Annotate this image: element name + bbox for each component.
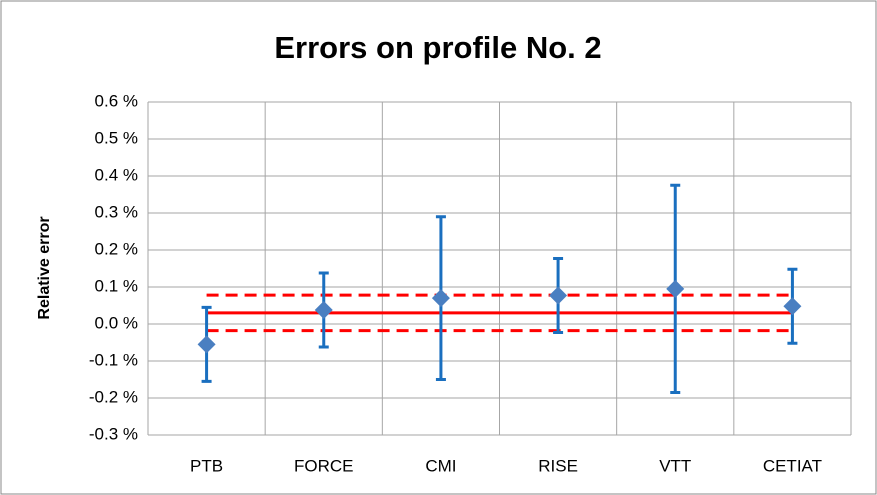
x-tick-label: CETIAT	[763, 456, 822, 475]
x-tick-label: FORCE	[294, 456, 354, 475]
chart-title: Errors on profile No. 2	[274, 30, 601, 65]
y-tick-label: -0.1 %	[89, 350, 138, 369]
y-tick-label: 0.1 %	[95, 276, 138, 295]
data-point	[431, 289, 450, 308]
data-point	[783, 297, 802, 316]
y-tick-label: 0.6 %	[95, 91, 138, 110]
y-tick-label: 0.3 %	[95, 202, 138, 221]
x-tick-label: PTB	[190, 456, 223, 475]
x-tick-label: VTT	[659, 456, 691, 475]
y-tick-label: 0.4 %	[95, 165, 138, 184]
y-tick-label: 0.2 %	[95, 239, 138, 258]
data-point	[314, 300, 333, 319]
x-tick-label: CMI	[425, 456, 456, 475]
y-tick-label: 0.0 %	[95, 313, 138, 332]
data-point	[549, 286, 568, 305]
y-tick-label: -0.3 %	[89, 424, 138, 443]
y-axis-label: Relative error	[36, 216, 53, 319]
x-tick-label: RISE	[538, 456, 578, 475]
y-tick-label: -0.2 %	[89, 387, 138, 406]
data-point	[197, 335, 216, 354]
data-point	[666, 279, 685, 298]
y-tick-label: 0.5 %	[95, 128, 138, 147]
